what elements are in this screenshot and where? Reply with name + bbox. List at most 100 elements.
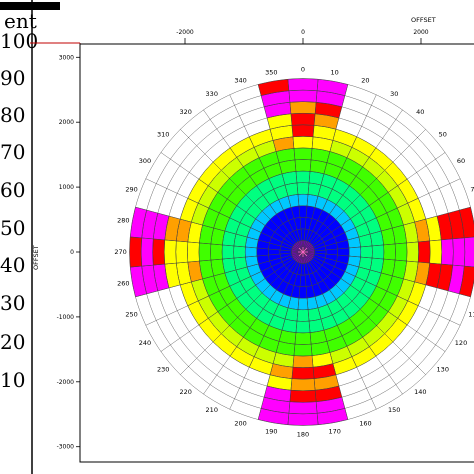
- azimuth-label: 70: [470, 186, 474, 194]
- grid-spoke: [307, 262, 377, 410]
- polar-cell: [287, 413, 319, 426]
- azimuth-label: 190: [265, 428, 277, 436]
- polar-grid: [129, 78, 474, 426]
- grid-ring: [198, 147, 408, 357]
- azimuth-label: 120: [455, 339, 467, 347]
- polar-cell: [418, 240, 431, 264]
- grid-ring: [256, 205, 350, 299]
- grid-spoke: [305, 263, 349, 420]
- polar-cell: [294, 332, 312, 345]
- grid-spoke: [203, 261, 297, 395]
- polar-cell: [371, 244, 385, 260]
- polar-cell: [152, 238, 165, 266]
- polar-cell: [233, 245, 246, 259]
- polar-cell: [464, 236, 474, 268]
- grid-ring: [221, 170, 385, 334]
- grid-ring: [140, 89, 466, 415]
- grid-spoke: [314, 252, 474, 268]
- grid-spoke: [311, 260, 426, 375]
- grid-ring: [233, 182, 373, 322]
- azimuth-label: 210: [206, 406, 218, 414]
- polar-cell: [297, 297, 309, 310]
- polar-cell: [164, 239, 177, 265]
- azimuth-label: 20: [361, 77, 369, 85]
- legend-label: 70: [0, 140, 25, 164]
- grid-spoke: [314, 206, 471, 250]
- polar-cell: [383, 243, 396, 261]
- polar-cell: [291, 367, 315, 380]
- polar-cell: [292, 136, 314, 149]
- polar-cell: [296, 309, 310, 322]
- legend-label: 20: [0, 330, 25, 354]
- polar-cell: [187, 241, 200, 263]
- grid-spoke: [312, 152, 446, 246]
- grid-spoke: [180, 260, 295, 375]
- x-axis: OFFSET -2000 0 2000: [176, 16, 436, 44]
- azimuth-label: 290: [125, 186, 137, 194]
- grid-spoke: [307, 94, 377, 242]
- grid-ring: [152, 101, 454, 403]
- grid-spoke: [135, 206, 292, 250]
- polar-cell: [295, 320, 311, 334]
- grid-spoke: [229, 262, 299, 410]
- polar-cell: [394, 242, 408, 262]
- azimuth-label: 250: [125, 310, 137, 318]
- y-tick-label: 2000: [59, 119, 74, 126]
- y-tick-label: 3000: [59, 54, 74, 61]
- polar-cell: [175, 240, 188, 264]
- polar-cell: [221, 244, 235, 260]
- polar-cell: [290, 113, 316, 126]
- azimuth-label: 50: [439, 131, 447, 139]
- polar-cell: [294, 159, 312, 172]
- polar-cell: [337, 247, 350, 257]
- grid-spoke: [130, 252, 292, 268]
- azimuth-label: 240: [139, 339, 151, 347]
- legend-title: ent: [4, 9, 37, 33]
- polar-cell: [297, 194, 309, 207]
- grid-spoke: [314, 254, 471, 298]
- polar-cell: [293, 343, 313, 357]
- azimuth-label: 60: [457, 157, 465, 165]
- polar-cell: [452, 237, 466, 267]
- grid-ring: [164, 113, 442, 391]
- polar-cell: [245, 246, 258, 258]
- grid-spoke: [313, 178, 461, 248]
- azimuth-label: 280: [117, 216, 129, 224]
- left-strip: [0, 0, 32, 474]
- azimuth-label: 180: [297, 430, 309, 438]
- grid-ring: [129, 78, 474, 426]
- legend-label: 100: [0, 29, 38, 53]
- azimuth-label: 160: [359, 419, 371, 427]
- azimuth-label: 170: [328, 428, 340, 436]
- y-tick-label: -2000: [57, 379, 75, 386]
- azimuth-label: 150: [388, 406, 400, 414]
- polar-cell: [289, 101, 317, 114]
- grid-spoke: [180, 129, 295, 244]
- y-tick-label: -3000: [57, 444, 75, 451]
- grid-spoke: [287, 263, 303, 425]
- azimuth-labels: 0102030405060708090100110120130140150160…: [114, 66, 474, 439]
- polar-cell: [406, 241, 419, 263]
- grid-spoke: [160, 152, 294, 246]
- azimuth-label: 230: [157, 365, 169, 373]
- grid-spoke: [303, 263, 319, 425]
- grid-spoke: [309, 109, 403, 243]
- azimuth-label: 10: [331, 68, 339, 76]
- polar-cell: [290, 378, 316, 391]
- polar-cell: [289, 390, 317, 403]
- azimuth-label: 30: [390, 90, 398, 98]
- azimuth-label: 270: [114, 248, 126, 256]
- polar-cell: [441, 238, 454, 266]
- grid-spoke: [303, 79, 319, 241]
- azimuth-label: 300: [139, 157, 151, 165]
- grid-spoke: [145, 256, 293, 326]
- grid-ring: [210, 159, 396, 345]
- legend-label: 50: [0, 216, 25, 240]
- legend-label: 10: [0, 368, 25, 392]
- grid-spoke: [305, 84, 349, 241]
- polar-cell: [288, 89, 318, 103]
- y-tick-label: 1000: [59, 184, 74, 191]
- y-axis-title: OFFSET: [32, 245, 40, 270]
- azimuth-label: 110: [468, 310, 474, 318]
